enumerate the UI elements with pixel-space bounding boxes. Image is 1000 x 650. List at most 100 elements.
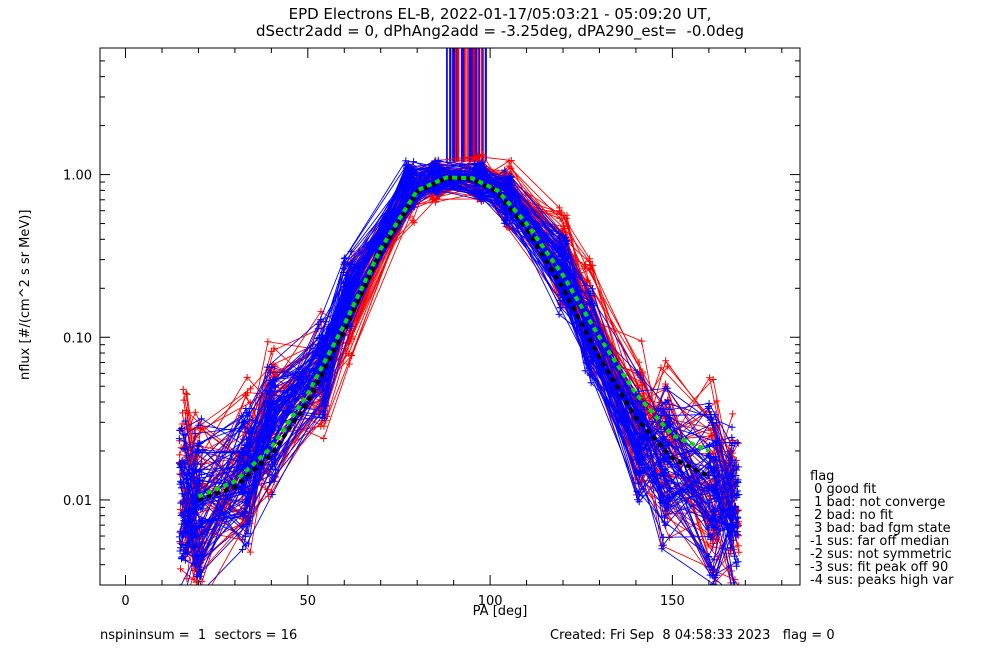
- blue-sector-point: [180, 517, 188, 525]
- blue-sector-point: [662, 521, 670, 529]
- blue-sector-point: [181, 431, 189, 439]
- red-sector-point: [264, 338, 272, 346]
- blue-sector-line: [185, 169, 735, 584]
- blue-sector-point: [175, 459, 183, 467]
- blue-sector-point: [435, 170, 443, 178]
- blue-sector-point: [707, 518, 715, 525]
- blue-sector-point: [195, 479, 203, 487]
- blue-sector-line: [184, 169, 735, 470]
- blue-sector-point: [638, 450, 646, 458]
- blue-sector-point: [657, 483, 665, 491]
- red-sector-point: [507, 157, 515, 164]
- blue-sector-line: [183, 164, 731, 574]
- blue-sector-point: [728, 589, 735, 596]
- blue-sector-line: [187, 180, 735, 557]
- blue-sector-point: [661, 514, 669, 522]
- blue-sector-point: [239, 455, 247, 463]
- blue-sector-point: [270, 392, 278, 400]
- blue-sector-line: [180, 164, 736, 585]
- blue-sector-point: [472, 171, 480, 179]
- blue-sector-point: [190, 496, 198, 503]
- blue-sector-point: [473, 167, 481, 175]
- chart-title-line-1: EPD Electrons EL-B, 2022-01-17/05:03:21 …: [288, 5, 712, 23]
- red-sector-point: [347, 351, 355, 359]
- red-sector-point: [246, 385, 254, 393]
- blue-sector-point: [662, 418, 669, 426]
- blue-sector-point: [263, 363, 271, 371]
- y-tick-label: 0.01: [63, 494, 92, 509]
- red-sector-point: [580, 263, 588, 271]
- blue-sector-line: [179, 181, 734, 517]
- blue-sector-point: [184, 471, 192, 479]
- blue-sector-point: [731, 502, 739, 510]
- legend-item: 3 bad: bad fgm state: [810, 521, 951, 536]
- blue-sector-point: [177, 471, 185, 479]
- blue-sector-point: [555, 310, 563, 318]
- blue-sector-point: [434, 164, 441, 172]
- blue-sector-point: [192, 533, 200, 541]
- blue-sector-point: [709, 572, 717, 580]
- blue-sector-point: [732, 589, 739, 596]
- red-sector-point: [179, 385, 187, 393]
- red-sector-point: [729, 410, 737, 418]
- y-tick-label: 1.00: [63, 169, 92, 184]
- red-sector-point: [183, 390, 191, 398]
- blue-sector-point: [199, 504, 206, 512]
- y-axis-label: nflux [#/(cm^2 s sr MeV)]: [18, 209, 33, 380]
- x-axis-label: PA [deg]: [472, 604, 528, 619]
- blue-sector-point: [732, 558, 740, 566]
- blue-sector-point: [239, 546, 246, 553]
- blue-sector-point: [319, 336, 326, 344]
- blue-sector-point: [730, 579, 738, 585]
- blue-sector-point: [660, 469, 668, 477]
- blue-sector-point: [191, 430, 199, 438]
- legend-item: 0 good fit: [810, 482, 877, 497]
- blue-sector-point: [178, 463, 185, 471]
- blue-sector-point: [557, 304, 565, 312]
- blue-sector-point: [707, 411, 715, 418]
- blue-sector-point: [318, 413, 326, 421]
- blue-sector-point: [175, 435, 183, 443]
- blue-sector-point: [190, 502, 198, 510]
- red-sector-point: [409, 216, 417, 224]
- blue-sector-point: [178, 490, 186, 498]
- blue-sector-point: [504, 178, 512, 186]
- blue-sector-point: [705, 404, 713, 412]
- blue-sector-point: [178, 479, 186, 486]
- red-sector-point: [429, 194, 437, 202]
- red-sector-point: [241, 391, 249, 399]
- red-sector-point: [662, 357, 670, 365]
- blue-sector-point: [635, 498, 643, 506]
- blue-sector-point: [662, 503, 670, 511]
- blue-sector-point: [585, 360, 593, 368]
- blue-sector-point: [633, 369, 641, 377]
- blue-sector-point: [640, 411, 648, 419]
- blue-sector-point: [709, 580, 717, 585]
- blue-sector-point: [340, 260, 348, 268]
- blue-sector-point: [429, 167, 437, 174]
- blue-sector-point: [347, 322, 355, 330]
- blue-sector-point: [268, 471, 276, 479]
- blue-sector-point: [728, 423, 736, 431]
- blue-sector-point: [729, 512, 737, 520]
- red-sector-point: [505, 162, 513, 170]
- red-sector-point: [176, 451, 184, 459]
- blue-sector-point: [266, 368, 274, 376]
- blue-sector-point: [633, 469, 641, 477]
- blue-sector-point: [179, 430, 187, 438]
- blue-sector-point: [238, 419, 246, 427]
- blue-sector-point: [581, 367, 589, 375]
- blue-sector-line: [183, 181, 738, 550]
- blue-sector-point: [477, 186, 485, 194]
- footer-created-info: Created: Fri Sep 8 04:58:33 2023 flag = …: [550, 628, 835, 643]
- red-sector-point: [638, 337, 646, 345]
- blue-sector-point: [562, 253, 570, 261]
- blue-sector-point: [199, 446, 207, 454]
- blue-sector-point: [730, 552, 738, 560]
- blue-sector-point: [176, 464, 184, 471]
- red-sector-point: [473, 153, 481, 160]
- blue-sector-point: [318, 396, 326, 404]
- data-layer: [175, 48, 743, 596]
- flag-legend: flag 0 good fit 1 bad: not converge 2 ba…: [810, 470, 954, 587]
- blue-sector-point: [589, 285, 596, 293]
